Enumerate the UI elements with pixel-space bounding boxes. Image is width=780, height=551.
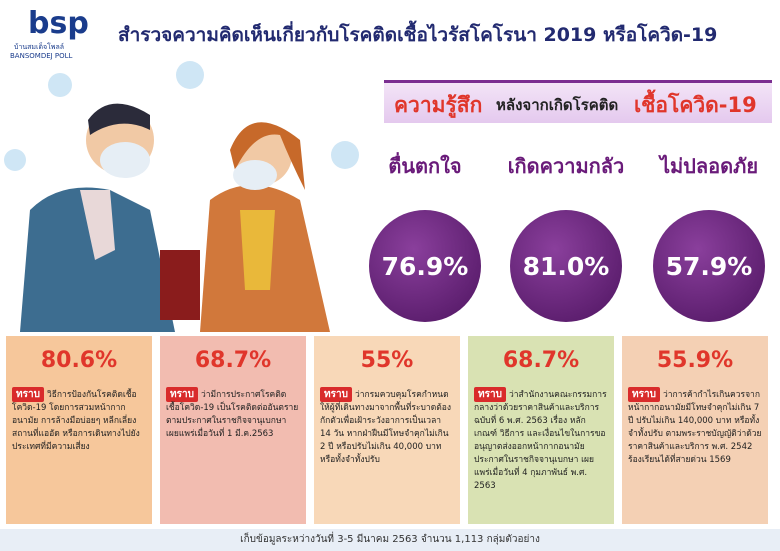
card-value: 68.7% <box>194 348 272 373</box>
card-value: 55% <box>360 348 414 373</box>
card-tag: ทราบ <box>166 387 198 402</box>
card-body: ว่าสำนักงานคณะกรรมการกลางว่าด้วยราคาสินค… <box>474 390 607 491</box>
logo-thai: บ้านสมเด็จโพลล์ <box>14 43 65 51</box>
feeling-label: ไม่ปลอดภัย <box>659 154 759 178</box>
card: 68.7% ทราบ ว่าสำนักงานคณะกรรมการกลางว่าด้ว… <box>468 336 614 524</box>
card-value: 55.9% <box>656 348 734 373</box>
card-text: ทราบ ว่ามีการประกาศโรคติดเชื้อโควิด-19 เป… <box>166 387 300 441</box>
card-body: ว่าการค้ากำไรเกินควรจากหน้ากากอนามัยมีโท… <box>628 390 762 465</box>
card-body: ว่ามีการประกาศโรคติดเชื้อโควิด-19 เป็นโร… <box>166 390 299 439</box>
logo-en: BANSOMDEJ POLL <box>10 52 73 60</box>
section-part2: หลังจากเกิดโรคติด <box>496 96 619 114</box>
card-text: ทราบ ว่าการค้ากำไรเกินควรจากหน้ากากอนามัย… <box>628 387 762 467</box>
card: 55.9% ทราบ ว่าการค้ากำไรเกินควรจากหน้ากากอ… <box>622 336 768 524</box>
card-tag: ทราบ <box>12 387 44 402</box>
card: 55% ทราบ ว่ากรมควบคุมโรคกำหนดให้ผู้ที่เดิน… <box>314 336 460 524</box>
card-text: ทราบ วิธีการป้องกันโรคติดเชื้อโควิด-19 โด… <box>12 387 146 454</box>
card-tag: ทราบ <box>320 387 352 402</box>
header: bsp บ้านสมเด็จโพลล์ BANSOMDEJ POLL สำรวจ… <box>0 0 780 62</box>
section-band: ความรู้สึก หลังจากเกิดโรคติด เชื้อโควิด-… <box>384 80 772 123</box>
card-text: ทราบ ว่าสำนักงานคณะกรรมการกลางว่าด้วยราคา… <box>474 387 608 493</box>
card-value: 80.6% <box>40 348 118 373</box>
feeling-value: 81.0% <box>510 210 622 322</box>
feeling-label: ตื่นตกใจ <box>388 154 462 178</box>
feeling-value: 76.9% <box>369 210 481 322</box>
title: สำรวจความคิดเห็นเกี่ยวกับโรคติดเชื้อไวรั… <box>118 24 718 46</box>
feeling-value: 57.9% <box>653 210 765 322</box>
card-tag: ทราบ <box>474 387 506 402</box>
card: 80.6% ทราบ วิธีการป้องกันโรคติดเชื้อโควิด-… <box>6 336 152 524</box>
section-part1: ความรู้สึก <box>394 93 483 117</box>
card-value: 68.7% <box>502 348 580 373</box>
card: 68.7% ทราบ ว่ามีการประกาศโรคติดเชื้อโควิด-… <box>160 336 306 524</box>
card-body: ว่ากรมควบคุมโรคกำหนดให้ผู้ที่เดินทางมาจา… <box>320 390 451 465</box>
card-body: วิธีการป้องกันโรคติดเชื้อโควิด-19 โดยการ… <box>12 390 140 452</box>
card-tag: ทราบ <box>628 387 660 402</box>
section-part3: เชื้อโควิด-19 <box>634 93 757 117</box>
card-text: ทราบ ว่ากรมควบคุมโรคกำหนดให้ผู้ที่เดินทาง… <box>320 387 454 467</box>
logo: bsp <box>28 6 89 41</box>
illustration <box>4 61 359 332</box>
feeling-label: เกิดความกลัว <box>507 154 625 178</box>
footer: เก็บข้อมูลระหว่างวันที่ 3-5 มีนาคม 2563 … <box>0 529 780 551</box>
